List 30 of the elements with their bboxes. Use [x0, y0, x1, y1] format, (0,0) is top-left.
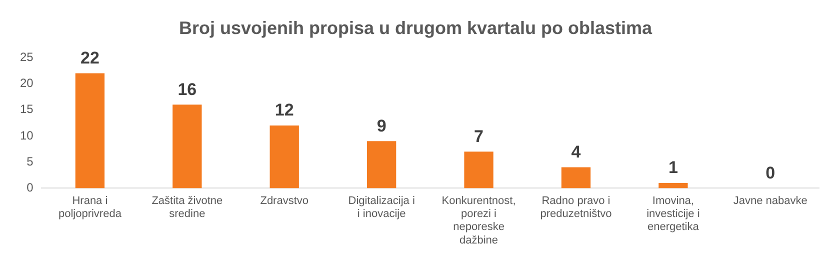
y-tick-label: 5: [26, 154, 34, 168]
bar: [561, 167, 591, 188]
data-label: 1: [668, 158, 678, 178]
bar: [172, 104, 202, 188]
x-tick-label: Javne nabavke: [733, 194, 808, 207]
bar: [366, 141, 396, 188]
data-label: 16: [178, 80, 197, 99]
y-tick-label: 20: [20, 76, 34, 90]
y-tick-label: 0: [26, 180, 34, 195]
data-label: 9: [376, 116, 386, 136]
data-label: 22: [80, 48, 100, 68]
data-label: 12: [274, 100, 294, 120]
data-label: 0: [766, 163, 776, 182]
x-tick-label: Konkurentnost, porezi i neporeske dažbine: [442, 194, 516, 246]
y-tick-label: 10: [20, 128, 34, 142]
x-tick-label: Zdravstvo: [260, 194, 309, 207]
bar: [464, 152, 494, 188]
data-label: 4: [571, 142, 582, 162]
x-tick-label: Zaštita životne sredine: [152, 194, 223, 220]
y-tick-label: 25: [20, 50, 34, 64]
bar: [75, 73, 105, 188]
x-tick-label: Digitalizacija i i inovacije: [348, 194, 415, 220]
x-tick-label: Imovina, investicije i energetika: [646, 194, 700, 234]
bar: [270, 126, 299, 188]
y-tick-label: 15: [20, 102, 34, 116]
bar: [658, 182, 688, 188]
x-tick-label: Hrana i poljoprivreda: [58, 194, 122, 220]
data-label: 7: [474, 126, 484, 146]
x-tick-label: Radno pravo i preduzetništvo: [540, 194, 612, 220]
chart-title: Broj usvojenih propisa u drugom kvartalu po oblastima: [178, 18, 654, 38]
